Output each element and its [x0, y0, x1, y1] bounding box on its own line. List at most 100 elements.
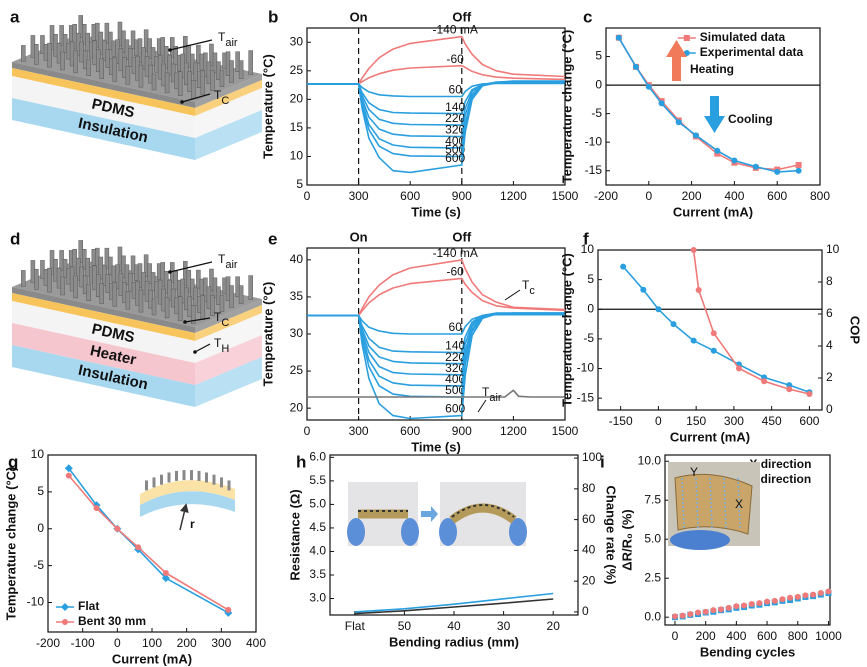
marker [748, 600, 755, 607]
nanopillar [99, 58, 104, 79]
series-label: -140 mA [433, 23, 478, 37]
series-label: -60 [447, 52, 465, 66]
layer-side [195, 80, 262, 116]
marker [802, 592, 809, 599]
y-tick-label: 20 [290, 400, 304, 414]
marker [761, 378, 768, 385]
series-label: 400 [445, 134, 465, 148]
marker [741, 602, 748, 609]
photo-device [449, 503, 517, 524]
y2-tick-label: 20 [582, 573, 596, 587]
marker [764, 598, 771, 605]
subscript-label: Tc [522, 278, 535, 297]
marker [690, 337, 697, 344]
marker [225, 606, 232, 613]
series-label: 220 [445, 350, 465, 364]
plot-frame [664, 454, 831, 626]
event-label: Off [452, 9, 471, 24]
series-line [307, 312, 565, 365]
plot-frame [306, 27, 566, 186]
series-line [307, 312, 565, 376]
series-label: 320 [445, 361, 465, 375]
legend-marker [62, 619, 68, 625]
series-line [68, 475, 229, 611]
series-line [307, 81, 565, 149]
layer-side [195, 305, 262, 341]
marker [695, 287, 702, 293]
y-tick-label: 40 [290, 252, 304, 266]
x-tick-label: 50 [398, 619, 412, 633]
leader-dot [193, 350, 197, 354]
y-tick-label: 7.5 [644, 492, 661, 506]
series-line [307, 389, 565, 398]
marker [620, 263, 627, 270]
marker [162, 570, 169, 576]
subscript-label: Tair [218, 252, 238, 271]
note: Heating [690, 62, 734, 76]
label-sub: air [489, 392, 502, 404]
photo-hand [401, 518, 419, 546]
inset-pillar [205, 472, 208, 483]
y-tick-label: 3.5 [309, 567, 326, 581]
nanopillar [60, 276, 65, 296]
legend-marker [683, 35, 690, 41]
marker [679, 612, 686, 619]
nanopillar [86, 59, 91, 76]
x-tick-label: 600 [799, 414, 819, 428]
legend-label: Experimental data [700, 45, 804, 59]
marker [733, 603, 740, 610]
series-line [354, 598, 554, 615]
y-tick-label: -15 [585, 163, 603, 177]
panel-letter: a [10, 7, 20, 26]
nanopillar [229, 285, 234, 308]
series-line [692, 249, 810, 395]
x-tick-label: 0 [645, 189, 652, 203]
y2-tick-label: 0 [582, 604, 589, 618]
y2-tick-label: 40 [582, 543, 596, 557]
x-tick-label: 400 [246, 636, 266, 650]
nanopillar [73, 275, 78, 299]
inset-pillar [167, 472, 171, 483]
leader-dot [168, 270, 172, 274]
legend-label: Flat [78, 599, 99, 613]
marker [690, 247, 697, 253]
photo-grid [709, 477, 713, 529]
x-tick-label: 600 [400, 424, 420, 438]
leader-line [181, 93, 211, 103]
series-line [354, 592, 554, 613]
nanopillar [238, 60, 244, 79]
y-tick-label: 5 [587, 272, 594, 286]
y2-tick-label: 100 [582, 450, 602, 464]
x-tick-label: 0 [655, 414, 662, 428]
marker [779, 596, 786, 603]
nanopillar [151, 298, 157, 316]
marker [810, 591, 817, 598]
layer-front [12, 98, 195, 160]
panel-letter: i [600, 452, 605, 471]
layer-front [12, 345, 195, 407]
series-line [307, 312, 565, 398]
x-axis-label: Time (s) [411, 439, 461, 454]
nanopillar [73, 50, 78, 74]
nanopillar [219, 70, 225, 87]
photo-device [674, 473, 753, 535]
marker [692, 132, 699, 139]
leader-line [194, 343, 211, 353]
marker [64, 464, 73, 473]
photo-label: Y [690, 465, 698, 479]
marker [774, 168, 781, 175]
x-tick-label: 300 [724, 414, 744, 428]
panel-letter: g [8, 452, 18, 471]
series-label: 500 [445, 383, 465, 397]
x-tick-label: -100 [71, 636, 95, 650]
series-label: 400 [445, 372, 465, 386]
nanopillar [238, 285, 244, 304]
nanopillar [248, 50, 253, 75]
y-tick-label: -5 [583, 331, 594, 345]
y2-tick-label: 4 [826, 338, 833, 352]
x-tick-label: 800 [810, 189, 830, 203]
label-sub: C [221, 95, 229, 107]
x-tick-label: 1500 [552, 189, 579, 203]
nanopillar [125, 66, 131, 85]
panel-letter: b [268, 7, 278, 26]
